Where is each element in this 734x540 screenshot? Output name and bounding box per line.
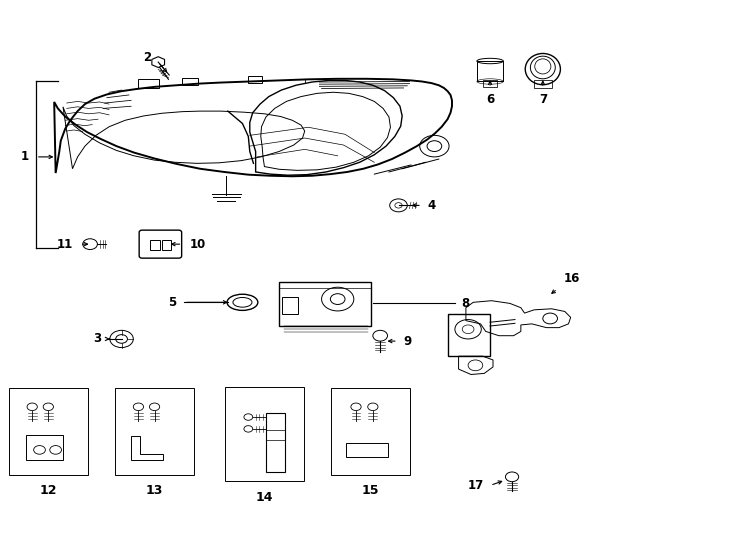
Bar <box>182 78 198 85</box>
Text: 6: 6 <box>486 93 494 106</box>
Text: 15: 15 <box>362 484 379 497</box>
Text: 13: 13 <box>146 484 163 497</box>
Bar <box>139 79 159 88</box>
Bar <box>162 240 172 249</box>
Bar <box>346 443 388 457</box>
Text: 16: 16 <box>563 272 580 285</box>
Text: 5: 5 <box>168 296 176 309</box>
Bar <box>26 435 63 460</box>
Text: 14: 14 <box>255 491 273 504</box>
Bar <box>282 297 298 314</box>
Text: 2: 2 <box>142 51 151 64</box>
Bar <box>9 388 88 475</box>
Text: 10: 10 <box>189 238 206 251</box>
Bar <box>483 80 498 87</box>
Bar <box>248 76 261 83</box>
Text: 12: 12 <box>40 484 57 497</box>
Text: 7: 7 <box>539 93 547 106</box>
Text: 17: 17 <box>468 479 484 492</box>
Text: 3: 3 <box>94 333 102 346</box>
Bar <box>448 314 490 356</box>
Bar <box>115 388 194 475</box>
Bar <box>266 413 285 472</box>
Bar <box>279 282 371 326</box>
Text: 4: 4 <box>427 199 435 212</box>
Bar <box>225 387 304 481</box>
Text: 9: 9 <box>404 335 412 348</box>
Text: 8: 8 <box>461 297 469 310</box>
Text: 11: 11 <box>57 238 73 251</box>
Bar <box>477 61 504 82</box>
Bar <box>150 240 160 249</box>
Bar <box>331 388 410 475</box>
Text: 1: 1 <box>21 151 29 164</box>
Bar <box>534 80 552 88</box>
